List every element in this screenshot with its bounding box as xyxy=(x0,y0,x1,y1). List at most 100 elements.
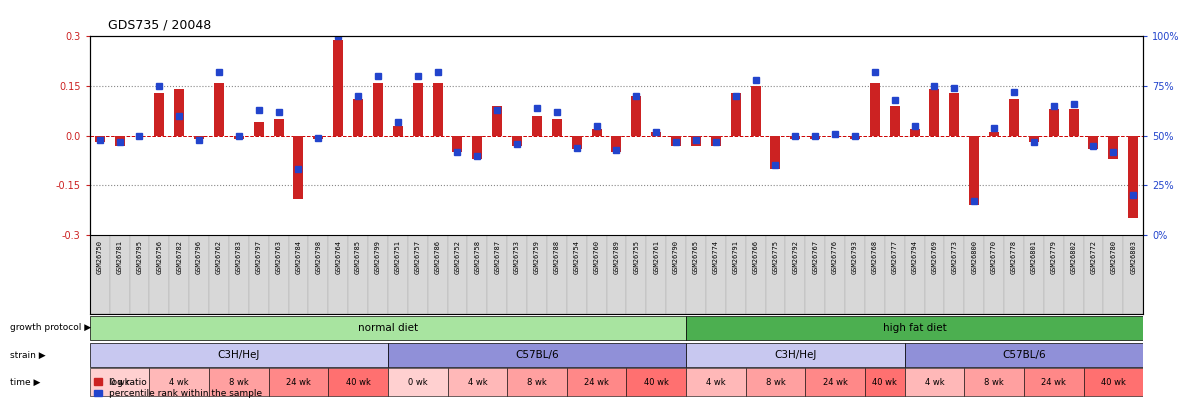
Bar xyxy=(730,93,741,136)
Bar xyxy=(806,235,825,314)
Bar xyxy=(214,83,224,136)
Bar xyxy=(725,235,746,314)
Text: 0 wk: 0 wk xyxy=(408,378,427,387)
Bar xyxy=(626,369,686,396)
Text: GSM26756: GSM26756 xyxy=(157,241,163,275)
Bar xyxy=(268,235,288,314)
Bar xyxy=(268,369,328,396)
Bar xyxy=(194,136,203,139)
Bar xyxy=(1088,136,1099,149)
Bar xyxy=(328,235,348,314)
Bar xyxy=(646,235,667,314)
Text: 8 wk: 8 wk xyxy=(766,378,785,387)
Text: GSM26776: GSM26776 xyxy=(832,241,838,275)
Bar xyxy=(427,235,448,314)
Text: 40 wk: 40 wk xyxy=(873,378,898,387)
Bar xyxy=(845,235,865,314)
Text: GSM26759: GSM26759 xyxy=(534,241,540,275)
Bar xyxy=(865,369,905,396)
Bar xyxy=(95,136,104,142)
Text: GSM26777: GSM26777 xyxy=(892,241,898,275)
Text: GSM26782: GSM26782 xyxy=(176,241,182,275)
Text: C3H/HeJ: C3H/HeJ xyxy=(774,350,816,360)
Text: GSM26779: GSM26779 xyxy=(1051,241,1057,275)
Text: GSM26770: GSM26770 xyxy=(991,241,997,275)
Bar xyxy=(785,235,806,314)
Bar xyxy=(150,369,209,396)
Text: GSM26773: GSM26773 xyxy=(952,241,958,275)
Text: GSM26764: GSM26764 xyxy=(335,241,341,275)
Text: normal diet: normal diet xyxy=(358,323,418,333)
Text: 40 wk: 40 wk xyxy=(644,378,669,387)
Bar xyxy=(686,315,1143,340)
Bar xyxy=(531,116,542,136)
Bar xyxy=(746,369,806,396)
Bar xyxy=(566,369,626,396)
Bar xyxy=(209,369,268,396)
Bar xyxy=(949,93,959,136)
Bar xyxy=(910,129,919,136)
Text: GSM26788: GSM26788 xyxy=(554,241,560,275)
Bar xyxy=(492,106,503,136)
Text: GSM26754: GSM26754 xyxy=(573,241,579,275)
Text: GSM26784: GSM26784 xyxy=(296,241,302,275)
Text: GSM26801: GSM26801 xyxy=(1031,241,1037,275)
Bar xyxy=(314,136,323,139)
Bar xyxy=(1064,235,1083,314)
Text: GSM26789: GSM26789 xyxy=(613,241,620,275)
Text: GSM26790: GSM26790 xyxy=(673,241,679,275)
Bar xyxy=(487,235,508,314)
Bar xyxy=(1129,136,1138,218)
Text: GSM26751: GSM26751 xyxy=(395,241,401,275)
Bar xyxy=(790,136,801,139)
Text: GSM26787: GSM26787 xyxy=(494,241,500,275)
Text: GSM26792: GSM26792 xyxy=(792,241,798,275)
Text: GSM26769: GSM26769 xyxy=(931,241,937,275)
Text: GSM26786: GSM26786 xyxy=(435,241,440,275)
Text: 4 wk: 4 wk xyxy=(706,378,725,387)
Text: 8 wk: 8 wk xyxy=(984,378,1004,387)
Bar xyxy=(865,235,885,314)
Bar xyxy=(686,235,706,314)
Bar xyxy=(1069,109,1078,136)
Bar xyxy=(512,136,522,146)
Text: GSM26800: GSM26800 xyxy=(971,241,977,275)
Text: 24 wk: 24 wk xyxy=(822,378,847,387)
Text: GSM26753: GSM26753 xyxy=(514,241,519,275)
Bar xyxy=(1004,235,1023,314)
Bar xyxy=(889,106,900,136)
Bar xyxy=(686,369,746,396)
Text: 40 wk: 40 wk xyxy=(1101,378,1125,387)
Bar xyxy=(413,83,423,136)
Bar xyxy=(254,122,263,136)
Text: GSM26758: GSM26758 xyxy=(474,241,480,275)
Bar xyxy=(1083,369,1143,396)
Text: 4 wk: 4 wk xyxy=(170,378,189,387)
Bar xyxy=(850,136,859,139)
Bar xyxy=(233,136,244,139)
Bar xyxy=(388,343,686,367)
Text: 24 wk: 24 wk xyxy=(584,378,609,387)
Bar xyxy=(706,235,725,314)
Bar xyxy=(288,235,309,314)
Text: GSM26772: GSM26772 xyxy=(1090,241,1096,275)
Text: GSM26765: GSM26765 xyxy=(693,241,699,275)
Text: 24 wk: 24 wk xyxy=(1041,378,1067,387)
Bar xyxy=(1104,235,1123,314)
Bar xyxy=(175,90,184,136)
Bar xyxy=(154,93,164,136)
Bar xyxy=(965,235,984,314)
Text: GSM26795: GSM26795 xyxy=(136,241,142,275)
Text: time ▶: time ▶ xyxy=(11,378,41,387)
Bar xyxy=(527,235,547,314)
Text: GSM26778: GSM26778 xyxy=(1011,241,1017,275)
Bar xyxy=(367,235,388,314)
Text: GSM26783: GSM26783 xyxy=(236,241,242,275)
Bar xyxy=(587,235,607,314)
Bar xyxy=(825,235,845,314)
Bar xyxy=(249,235,268,314)
Text: GSM26760: GSM26760 xyxy=(594,241,600,275)
Bar xyxy=(432,83,443,136)
Text: C57BL/6: C57BL/6 xyxy=(515,350,559,360)
Bar xyxy=(169,235,189,314)
